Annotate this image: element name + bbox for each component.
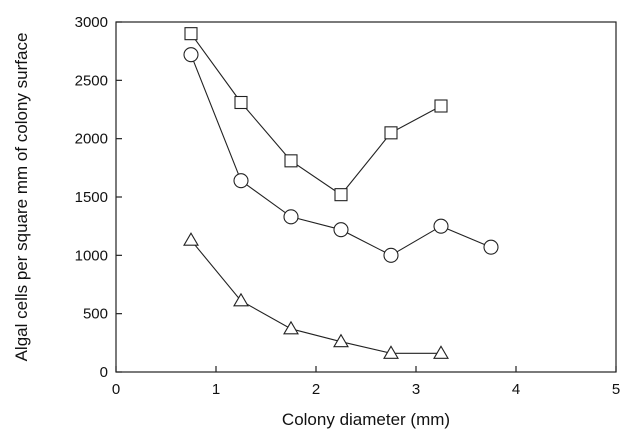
data-point-triangle (333, 333, 349, 348)
y-tick-label: 3000 (75, 14, 108, 31)
y-tick-label: 500 (83, 306, 108, 323)
x-axis-ticks: 0 1 2 3 4 5 (112, 366, 620, 398)
x-tick-label: 1 (212, 381, 220, 398)
series-layer (183, 27, 499, 359)
data-point-circle (383, 247, 399, 263)
x-tick-label: 5 (612, 381, 620, 398)
data-point-circle (483, 239, 499, 255)
y-tick-label: 1000 (75, 247, 108, 264)
x-tick-label: 0 (112, 381, 120, 398)
data-point-triangle (283, 320, 299, 335)
data-point-circle (333, 222, 349, 238)
data-point-circle (183, 47, 199, 63)
y-tick-label: 2500 (75, 72, 108, 89)
data-point-square (434, 99, 448, 113)
data-point-triangle (233, 292, 249, 307)
series-square (184, 27, 448, 202)
y-axis-label: Algal cells per square mm of colony surf… (12, 33, 31, 362)
data-point-triangle (183, 232, 199, 246)
y-tick-label: 2000 (75, 131, 108, 148)
data-point-triangle (383, 345, 399, 359)
y-axis-ticks: 0 500 1000 1500 2000 2500 3000 (75, 14, 122, 381)
data-point-square (334, 188, 348, 202)
data-point-square (234, 95, 248, 110)
x-tick-label: 4 (512, 381, 520, 398)
y-tick-label: 0 (100, 364, 108, 381)
series-circle (183, 47, 499, 263)
data-point-square (184, 27, 198, 41)
data-point-square (384, 126, 398, 140)
x-axis-label: Colony diameter (mm) (282, 410, 450, 429)
y-tick-label: 1500 (75, 189, 108, 206)
series-triangle (183, 232, 449, 359)
plot-frame (115, 21, 617, 373)
series-line (190, 33, 442, 196)
data-point-square (284, 154, 298, 168)
data-point-circle (283, 209, 299, 225)
series-line (190, 239, 441, 354)
x-tick-label: 3 (412, 381, 420, 398)
data-point-circle (433, 218, 449, 234)
data-point-circle (233, 173, 249, 189)
x-tick-label: 2 (312, 381, 320, 398)
data-point-triangle (433, 345, 449, 359)
